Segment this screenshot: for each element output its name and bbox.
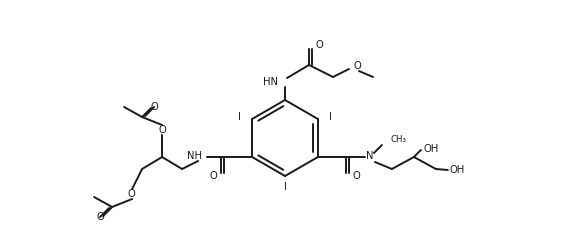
Text: O: O xyxy=(353,171,361,181)
Text: CH₃: CH₃ xyxy=(391,134,407,144)
Text: O: O xyxy=(316,40,324,50)
Text: O: O xyxy=(209,171,217,181)
Text: N: N xyxy=(366,151,374,161)
Text: I: I xyxy=(238,112,241,122)
Text: O: O xyxy=(96,212,104,222)
Text: HN: HN xyxy=(263,77,278,87)
Text: OH: OH xyxy=(450,165,465,175)
Text: OH: OH xyxy=(424,144,439,154)
Text: O: O xyxy=(158,125,166,135)
Text: O: O xyxy=(127,189,135,199)
Text: NH: NH xyxy=(187,151,202,161)
Text: O: O xyxy=(150,102,158,112)
Text: I: I xyxy=(329,112,332,122)
Text: O: O xyxy=(354,61,362,71)
Text: I: I xyxy=(283,182,286,192)
